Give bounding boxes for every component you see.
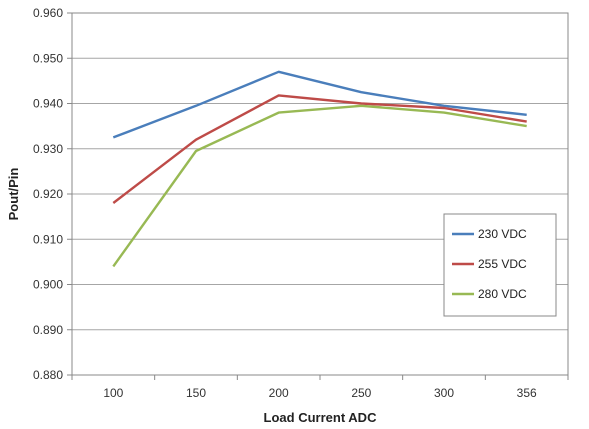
x-tick-label: 150 bbox=[186, 386, 206, 400]
legend-label: 230 VDC bbox=[478, 227, 527, 241]
legend: 230 VDC 255 VDC 280 VDC bbox=[443, 213, 557, 317]
y-tick-label: 0.930 bbox=[33, 142, 63, 156]
legend-label: 280 VDC bbox=[478, 287, 527, 301]
y-tick-label: 0.880 bbox=[33, 368, 63, 382]
series-lines bbox=[112, 70, 527, 268]
series-line bbox=[112, 104, 527, 268]
x-tick-label: 250 bbox=[351, 386, 371, 400]
y-axis-ticks: 0.880 0.890 0.900 0.910 0.920 0.930 0.940 0.950… bbox=[33, 6, 72, 382]
gridlines bbox=[72, 12, 568, 376]
x-tick-label: 100 bbox=[103, 386, 123, 400]
legend-label: 255 VDC bbox=[478, 257, 527, 271]
y-tick-label: 0.950 bbox=[33, 51, 63, 65]
y-axis-title: Pout/Pin bbox=[6, 168, 21, 221]
x-tick-label: 200 bbox=[269, 386, 289, 400]
y-tick-label: 0.900 bbox=[33, 278, 63, 292]
x-axis-title: Load Current ADC bbox=[264, 410, 378, 425]
y-tick-label: 0.890 bbox=[33, 323, 63, 337]
series-line bbox=[112, 70, 527, 139]
x-tick-label: 300 bbox=[434, 386, 454, 400]
y-tick-label: 0.960 bbox=[33, 6, 63, 20]
y-tick-label: 0.920 bbox=[33, 187, 63, 201]
y-tick-label: 0.910 bbox=[33, 232, 63, 246]
x-axis-ticks: 100 150 200 250 300 356 bbox=[71, 375, 569, 400]
y-tick-label: 0.940 bbox=[33, 97, 63, 111]
x-tick-label: 356 bbox=[517, 386, 537, 400]
series-line bbox=[112, 94, 527, 204]
